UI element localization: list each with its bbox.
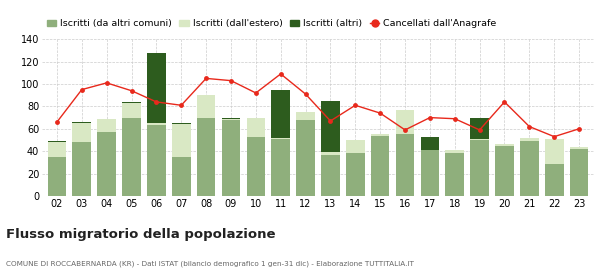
Bar: [122, 103, 141, 118]
Bar: [296, 120, 315, 196]
Bar: [495, 144, 514, 146]
Bar: [321, 101, 340, 152]
Bar: [321, 152, 340, 155]
Bar: [172, 157, 191, 196]
Bar: [570, 149, 589, 196]
Legend: Iscritti (da altri comuni), Iscritti (dall'estero), Iscritti (altri), Cancellati: Iscritti (da altri comuni), Iscritti (da…: [47, 19, 496, 28]
Bar: [122, 102, 141, 103]
Bar: [371, 136, 389, 196]
Bar: [147, 125, 166, 196]
Bar: [346, 140, 365, 153]
Bar: [122, 118, 141, 196]
Bar: [172, 123, 191, 124]
Bar: [520, 138, 539, 141]
Bar: [520, 141, 539, 196]
Bar: [421, 137, 439, 150]
Bar: [47, 142, 66, 157]
Bar: [470, 118, 489, 139]
Bar: [371, 134, 389, 136]
Bar: [396, 110, 415, 134]
Bar: [73, 122, 91, 123]
Bar: [221, 119, 240, 120]
Bar: [495, 146, 514, 196]
Bar: [197, 118, 215, 196]
Bar: [445, 153, 464, 196]
Bar: [73, 142, 91, 196]
Bar: [97, 119, 116, 132]
Bar: [570, 147, 589, 149]
Bar: [271, 90, 290, 138]
Bar: [445, 150, 464, 153]
Bar: [296, 112, 315, 120]
Bar: [221, 120, 240, 196]
Bar: [221, 118, 240, 119]
Bar: [172, 124, 191, 157]
Bar: [97, 132, 116, 196]
Bar: [47, 141, 66, 142]
Bar: [197, 95, 215, 118]
Text: Flusso migratorio della popolazione: Flusso migratorio della popolazione: [6, 228, 275, 241]
Bar: [470, 140, 489, 196]
Bar: [47, 157, 66, 196]
Bar: [247, 137, 265, 196]
Bar: [470, 139, 489, 140]
Bar: [147, 123, 166, 125]
Bar: [346, 153, 365, 196]
Bar: [545, 164, 563, 196]
Bar: [321, 155, 340, 196]
Bar: [421, 150, 439, 196]
Bar: [73, 123, 91, 142]
Bar: [271, 139, 290, 196]
Bar: [247, 118, 265, 137]
Bar: [147, 53, 166, 123]
Text: COMUNE DI ROCCABERNARDA (KR) - Dati ISTAT (bilancio demografico 1 gen-31 dic) - : COMUNE DI ROCCABERNARDA (KR) - Dati ISTA…: [6, 260, 414, 267]
Bar: [396, 134, 415, 196]
Bar: [271, 138, 290, 139]
Bar: [545, 139, 563, 164]
